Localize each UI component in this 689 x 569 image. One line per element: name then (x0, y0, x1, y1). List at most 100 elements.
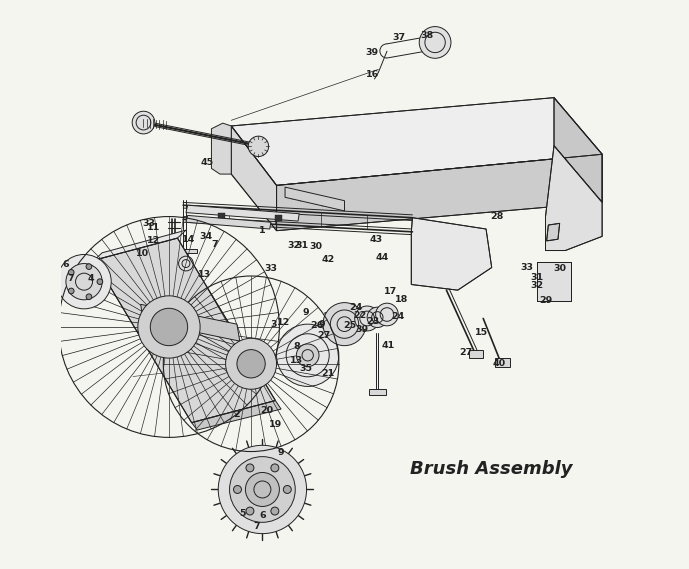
Polygon shape (186, 216, 271, 229)
Text: 8: 8 (293, 343, 300, 351)
Polygon shape (174, 249, 197, 253)
Text: 30: 30 (553, 264, 566, 273)
Text: 6: 6 (259, 511, 266, 520)
Text: 39: 39 (366, 48, 379, 57)
Text: 37: 37 (392, 32, 405, 42)
Text: 18: 18 (394, 295, 408, 304)
Text: 39: 39 (355, 325, 368, 335)
Text: 25: 25 (344, 321, 357, 330)
Circle shape (419, 27, 451, 58)
Text: 45: 45 (201, 158, 214, 167)
Text: 41: 41 (382, 341, 395, 349)
Polygon shape (546, 146, 602, 250)
Bar (218, 213, 225, 218)
Polygon shape (94, 230, 186, 260)
Circle shape (376, 303, 398, 326)
Polygon shape (325, 307, 371, 318)
Circle shape (246, 464, 254, 472)
Text: 21: 21 (321, 369, 334, 378)
Text: 24: 24 (349, 303, 362, 312)
Circle shape (86, 264, 92, 270)
Text: 44: 44 (376, 253, 389, 262)
Circle shape (248, 136, 269, 156)
Text: 27: 27 (460, 348, 473, 357)
Text: 9: 9 (318, 320, 325, 329)
Text: 12: 12 (147, 236, 160, 245)
Text: 19: 19 (269, 420, 282, 430)
Text: 20: 20 (260, 406, 273, 415)
Polygon shape (554, 98, 602, 203)
Text: 3: 3 (271, 320, 277, 329)
Circle shape (66, 263, 102, 300)
Text: 34: 34 (200, 233, 213, 241)
Polygon shape (276, 154, 602, 230)
Polygon shape (285, 187, 344, 211)
Circle shape (323, 303, 366, 345)
Text: 32: 32 (531, 281, 544, 290)
Polygon shape (469, 349, 483, 358)
Polygon shape (537, 262, 571, 302)
Text: 11: 11 (147, 224, 161, 232)
Text: 14: 14 (182, 234, 196, 244)
Text: 33: 33 (143, 219, 156, 228)
Circle shape (271, 464, 279, 472)
Text: 29: 29 (539, 296, 552, 305)
Text: 40: 40 (493, 359, 506, 368)
Polygon shape (546, 224, 559, 241)
Text: 4: 4 (88, 274, 94, 283)
Text: 13: 13 (198, 270, 212, 279)
Bar (276, 215, 282, 221)
Text: 10: 10 (136, 249, 149, 258)
Circle shape (97, 279, 103, 284)
Circle shape (86, 294, 92, 299)
Text: 42: 42 (322, 254, 336, 263)
Text: 12: 12 (277, 318, 290, 327)
Text: 9: 9 (278, 448, 285, 456)
Text: 31: 31 (531, 273, 544, 282)
Text: 6: 6 (62, 260, 69, 269)
Circle shape (355, 306, 380, 331)
Text: 32: 32 (287, 241, 300, 250)
Polygon shape (411, 218, 492, 290)
Circle shape (225, 339, 276, 389)
Text: 26: 26 (311, 321, 324, 330)
Circle shape (245, 472, 279, 506)
Circle shape (68, 270, 74, 275)
Circle shape (276, 324, 339, 386)
Circle shape (229, 457, 296, 522)
Circle shape (68, 288, 74, 294)
Text: 22: 22 (353, 311, 367, 320)
Text: 38: 38 (420, 31, 433, 40)
Circle shape (246, 507, 254, 515)
Text: 30: 30 (309, 242, 322, 251)
Polygon shape (212, 123, 232, 174)
Polygon shape (94, 238, 276, 423)
Polygon shape (495, 358, 510, 366)
Circle shape (296, 344, 319, 366)
Text: 23: 23 (367, 317, 380, 326)
Text: 13: 13 (290, 356, 303, 365)
Polygon shape (192, 401, 281, 430)
Text: 1: 1 (259, 226, 266, 235)
Text: 43: 43 (369, 234, 382, 244)
Circle shape (57, 254, 111, 309)
Polygon shape (232, 98, 602, 185)
Text: 24: 24 (391, 312, 405, 321)
Text: 33: 33 (265, 264, 278, 273)
Text: Brush Assembly: Brush Assembly (411, 460, 573, 477)
Circle shape (132, 111, 155, 134)
Text: 28: 28 (491, 212, 504, 221)
Text: 7: 7 (254, 522, 260, 531)
Text: 31: 31 (296, 241, 309, 250)
Text: 9: 9 (302, 308, 309, 318)
Polygon shape (369, 389, 386, 395)
Circle shape (218, 446, 307, 534)
Text: 27: 27 (317, 331, 330, 340)
Text: 33: 33 (520, 263, 533, 272)
Circle shape (234, 485, 241, 493)
Text: 17: 17 (384, 287, 398, 296)
Polygon shape (186, 205, 299, 221)
Text: 5: 5 (239, 509, 246, 518)
Text: 7: 7 (211, 240, 218, 249)
Polygon shape (174, 278, 197, 284)
